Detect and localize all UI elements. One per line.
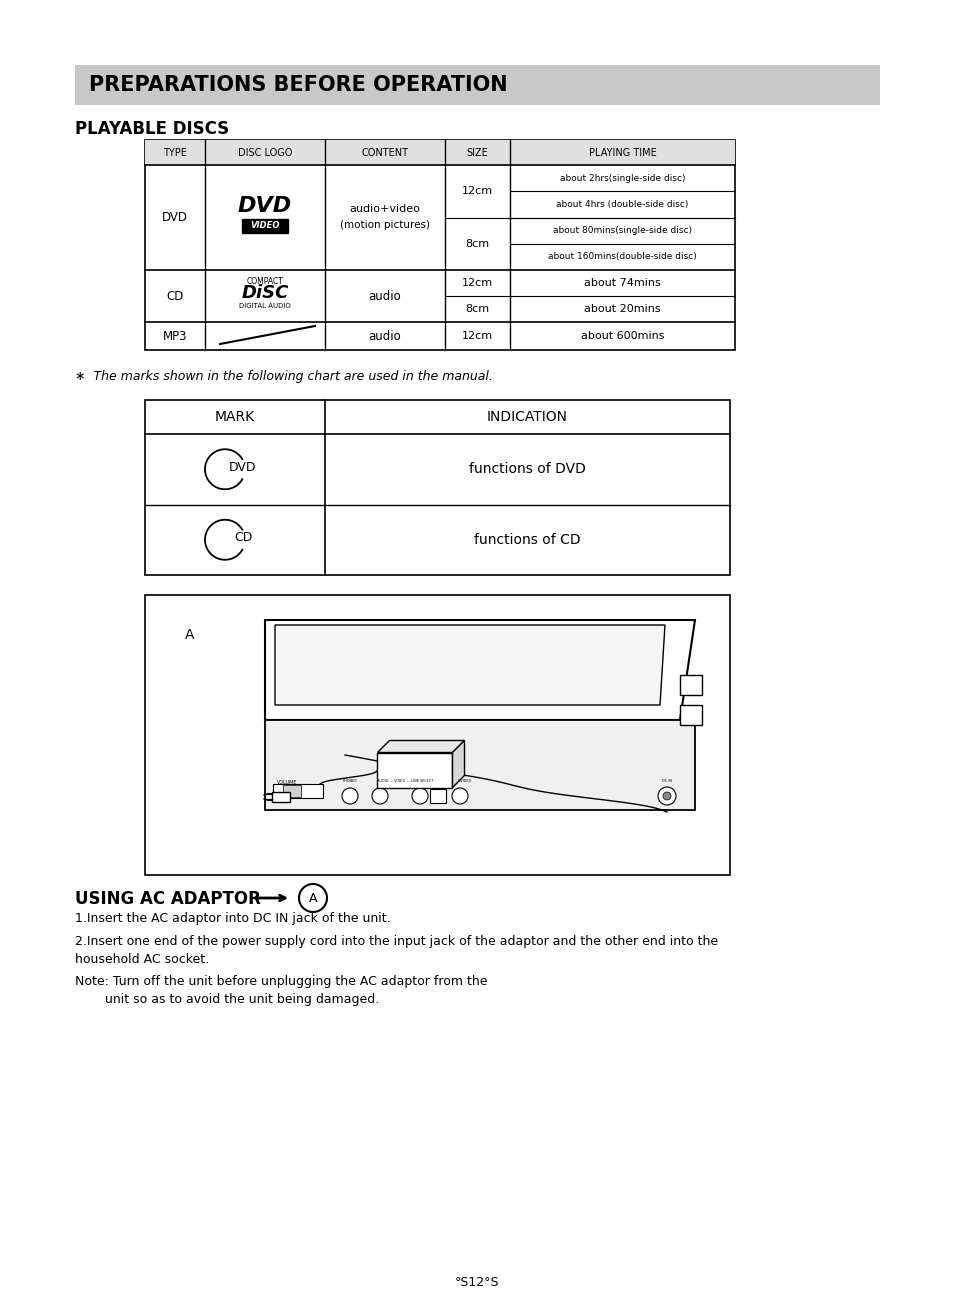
- Text: 8cm: 8cm: [465, 239, 489, 249]
- Text: 12cm: 12cm: [461, 187, 493, 196]
- Text: functions of CD: functions of CD: [474, 532, 580, 547]
- Text: 12cm: 12cm: [461, 331, 493, 341]
- Circle shape: [341, 788, 357, 804]
- Circle shape: [412, 788, 428, 804]
- Polygon shape: [265, 620, 695, 720]
- Text: unit so as to avoid the unit being damaged.: unit so as to avoid the unit being damag…: [105, 993, 379, 1006]
- Text: DIGITAL AUDIO: DIGITAL AUDIO: [239, 303, 291, 309]
- Bar: [75, 65, 879, 104]
- Text: audio: audio: [368, 290, 401, 303]
- Polygon shape: [274, 625, 664, 705]
- Text: about 74mins: about 74mins: [583, 278, 660, 288]
- Circle shape: [174, 620, 205, 650]
- Text: audio: audio: [368, 329, 401, 342]
- Text: A: A: [185, 628, 194, 642]
- Circle shape: [298, 883, 327, 912]
- Text: DVD: DVD: [237, 196, 292, 215]
- Circle shape: [662, 792, 670, 800]
- Bar: [145, 140, 734, 350]
- Text: INDICATION: INDICATION: [486, 410, 567, 424]
- Text: COMPACT: COMPACT: [246, 277, 283, 286]
- Bar: [265, 720, 695, 810]
- Text: PHONES: PHONES: [342, 779, 357, 783]
- Bar: [145, 595, 729, 874]
- Text: DVD: DVD: [229, 461, 256, 474]
- Text: 2.Insert one end of the power supply cord into the input jack of the adaptor and: 2.Insert one end of the power supply cor…: [75, 934, 718, 947]
- Bar: [377, 753, 452, 787]
- Text: A: A: [309, 891, 317, 904]
- Text: 1.Insert the AC adaptor into DC IN jack of the unit.: 1.Insert the AC adaptor into DC IN jack …: [75, 912, 390, 925]
- Bar: [273, 784, 323, 797]
- Circle shape: [452, 788, 468, 804]
- Text: DC IN: DC IN: [661, 779, 671, 783]
- Text: AUDIO — VIDEO — LINE SELECT: AUDIO — VIDEO — LINE SELECT: [376, 779, 433, 783]
- Circle shape: [658, 787, 676, 805]
- Bar: [145, 401, 729, 576]
- Text: DiSC: DiSC: [241, 284, 289, 301]
- Text: PREPARATIONS BEFORE OPERATION: PREPARATIONS BEFORE OPERATION: [89, 74, 507, 95]
- Text: about 4hrs (double-side disc): about 4hrs (double-side disc): [556, 200, 688, 209]
- Text: CD: CD: [166, 290, 184, 303]
- Text: about 600mins: about 600mins: [580, 331, 663, 341]
- Text: CONTENT: CONTENT: [361, 147, 408, 158]
- Text: SIZE: SIZE: [466, 147, 488, 158]
- Bar: [145, 140, 734, 164]
- Text: about 80mins(single-side disc): about 80mins(single-side disc): [553, 226, 691, 235]
- Text: Note: Turn off the unit before unplugging the AC adaptor from the: Note: Turn off the unit before unpluggin…: [75, 975, 487, 988]
- Text: CD: CD: [233, 531, 252, 544]
- Bar: [679, 675, 701, 696]
- Text: °S12°S: °S12°S: [455, 1276, 498, 1289]
- Text: household AC socket.: household AC socket.: [75, 953, 209, 966]
- Text: about 2hrs(single-side disc): about 2hrs(single-side disc): [559, 174, 684, 183]
- Text: about 20mins: about 20mins: [583, 304, 660, 315]
- Text: VIDEO: VIDEO: [250, 221, 279, 230]
- Text: 8cm: 8cm: [465, 304, 489, 315]
- Polygon shape: [452, 740, 464, 787]
- Bar: [242, 218, 288, 232]
- Text: MARK: MARK: [214, 410, 254, 424]
- Text: PLAYABLE DISCS: PLAYABLE DISCS: [75, 120, 229, 138]
- Text: audio+video: audio+video: [349, 205, 420, 214]
- Text: DISC LOGO: DISC LOGO: [237, 147, 292, 158]
- Bar: [679, 705, 701, 726]
- Circle shape: [372, 788, 388, 804]
- Bar: [430, 790, 446, 803]
- Text: USING AC ADAPTOR: USING AC ADAPTOR: [75, 890, 260, 908]
- Text: (motion pictures): (motion pictures): [339, 219, 430, 230]
- Text: TYPE: TYPE: [163, 147, 187, 158]
- Bar: [283, 786, 301, 797]
- Text: DVD: DVD: [162, 211, 188, 224]
- Text: 12cm: 12cm: [461, 278, 493, 288]
- Text: VOLUME: VOLUME: [276, 780, 297, 786]
- Text: ∗  The marks shown in the following chart are used in the manual.: ∗ The marks shown in the following chart…: [75, 371, 493, 382]
- Bar: [272, 792, 290, 803]
- Text: PLAYING TIME: PLAYING TIME: [588, 147, 656, 158]
- Text: MP3: MP3: [163, 329, 187, 342]
- Text: S-VIDEO: S-VIDEO: [457, 779, 472, 783]
- Text: about 160mins(double-side disc): about 160mins(double-side disc): [548, 252, 696, 261]
- Polygon shape: [377, 740, 464, 753]
- Text: functions of DVD: functions of DVD: [469, 462, 585, 476]
